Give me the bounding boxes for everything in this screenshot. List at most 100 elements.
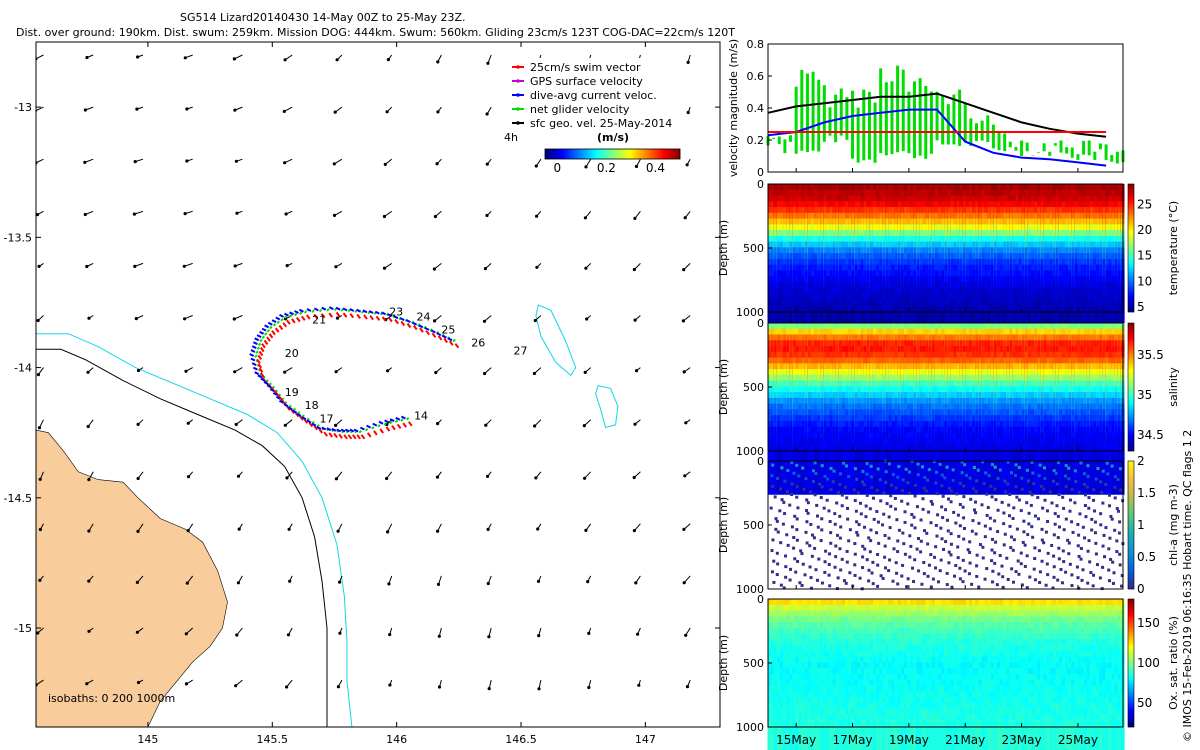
track-vector: [342, 307, 348, 312]
track-vector: [436, 332, 442, 336]
track-vector: [429, 328, 433, 332]
data-point: [826, 449, 831, 495]
geo-velocity-arrowhead: [335, 58, 339, 62]
track-vector: [255, 350, 259, 354]
colorbar-segment: [582, 149, 584, 159]
geo-velocity-arrowhead: [234, 422, 238, 426]
colorbar-segment: [1128, 263, 1134, 265]
data-point: [913, 449, 917, 495]
track-vector: [320, 313, 326, 319]
colorbar-segment: [545, 149, 547, 159]
geo-velocity-arrowhead: [136, 476, 140, 481]
colorbar-segment: [580, 149, 582, 159]
colorbar-segment: [1128, 235, 1134, 237]
geo-velocity-arrowhead: [285, 264, 289, 268]
track-vector: [425, 330, 431, 336]
geo-velocity-arrowhead: [583, 476, 587, 480]
colorbar-segment: [1128, 233, 1134, 235]
track-vector: [252, 366, 258, 371]
data-point: [903, 449, 908, 495]
geo-velocity-arrowhead: [585, 317, 589, 321]
track-vector: [430, 329, 436, 334]
colorbar-segment: [1128, 289, 1134, 291]
geo-velocity-arrowhead: [436, 582, 441, 587]
track-vector: [288, 314, 293, 318]
track-vector: [275, 396, 281, 400]
track-vector: [424, 327, 430, 331]
geo-velocity-arrowhead: [386, 369, 390, 373]
map-x-tick-label: 145.5: [257, 733, 289, 746]
colorbar-segment: [628, 149, 630, 159]
colorbar-segment: [1128, 216, 1134, 218]
colorbar-segment: [600, 149, 602, 159]
map-y-tick-label: -13: [14, 101, 32, 114]
colorbar-segment: [562, 149, 564, 159]
track-vector: [266, 384, 272, 389]
day-label: 27: [514, 345, 528, 358]
colorbar-segment: [607, 149, 609, 159]
geo-velocity-arrowhead: [533, 318, 537, 323]
track-vector: [379, 428, 385, 434]
colorbar-segment: [584, 149, 586, 159]
geo-velocity-arrowhead: [186, 421, 190, 425]
geo-velocity-arrowhead: [235, 633, 239, 637]
colorbar-segment: [1128, 265, 1134, 267]
colorbar-segment: [1128, 256, 1134, 258]
colorbar-segment: [616, 149, 618, 159]
track-vector: [311, 309, 315, 313]
geo-velocity-arrowhead: [136, 529, 140, 534]
colorbar-segment: [1128, 305, 1134, 307]
geo-velocity-arrowhead: [334, 265, 338, 269]
colorbar-segment: [1128, 185, 1134, 187]
track-vector: [373, 430, 378, 436]
track-vector: [266, 336, 271, 342]
geo-velocity-arrowhead: [338, 580, 342, 584]
data-point: [928, 449, 933, 495]
geo-velocity-arrowhead: [437, 685, 442, 689]
geo-velocity-arrowhead: [135, 580, 139, 585]
colorbar-segment: [573, 149, 575, 159]
colorbar-tick-label: 0.4: [646, 161, 665, 175]
colorbar-segment: [633, 149, 635, 159]
colorbar-segment: [1128, 259, 1134, 261]
track-vector: [271, 319, 277, 323]
colorbar-segment: [1128, 222, 1134, 224]
track-vector: [394, 419, 399, 424]
colorbar-segment: [1128, 210, 1134, 212]
track-vector: [349, 308, 355, 312]
geo-velocity-arrowhead: [386, 530, 390, 534]
colorbar-tick-label: 20: [1137, 223, 1152, 237]
colorbar-segment: [1128, 280, 1134, 282]
geo-velocity-arrowhead: [636, 632, 640, 636]
colorbar-segment: [622, 149, 624, 159]
track-vector: [342, 312, 348, 318]
track-vector: [293, 312, 298, 317]
track-vector: [256, 334, 262, 338]
geo-velocity-arrowhead: [237, 527, 241, 531]
colorbar-segment: [1128, 243, 1134, 245]
colorbar-segment: [642, 149, 644, 159]
geo-velocity-arrowhead: [583, 370, 587, 374]
colorbar-segment: [581, 149, 583, 159]
colorbar-segment: [563, 149, 565, 159]
data-point: [854, 449, 858, 495]
colorbar-segment: [624, 149, 626, 159]
geo-velocity-arrowhead: [683, 216, 687, 220]
geo-velocity-arrowhead: [287, 527, 291, 531]
colorbar-segment: [1128, 186, 1134, 188]
colorbar-segment: [564, 149, 566, 159]
panel-y-tick-label: 0.8: [747, 38, 765, 51]
track-vector: [264, 332, 268, 336]
track-vector: [254, 354, 258, 358]
track-vector: [263, 339, 269, 345]
colorbar-segment: [649, 149, 651, 159]
colorbar-segment: [667, 149, 669, 159]
colorbar-segment: [1128, 229, 1134, 231]
data-point: [848, 449, 852, 495]
colorbar-segment: [1128, 304, 1134, 306]
data-point: [925, 449, 930, 495]
colorbar-segment: [1128, 292, 1134, 294]
colorbar-segment: [1128, 226, 1134, 228]
geo-velocity-arrowhead: [136, 55, 140, 59]
track-vector: [300, 315, 306, 321]
